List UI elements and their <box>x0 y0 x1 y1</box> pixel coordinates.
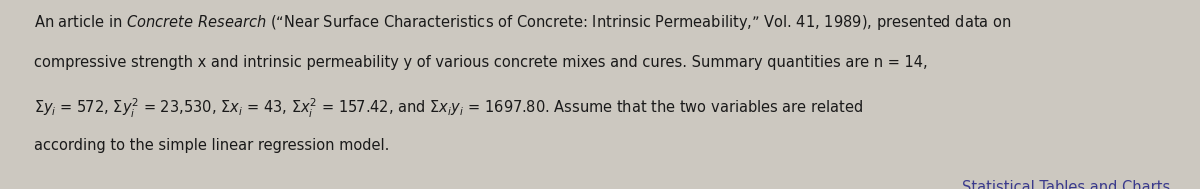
Text: compressive strength x and intrinsic permeability y of various concrete mixes an: compressive strength x and intrinsic per… <box>34 55 928 70</box>
Text: $\Sigma y_i$ = 572, $\Sigma y_i^2$ = 23,530, $\Sigma x_i$ = 43, $\Sigma x_i^2$ =: $\Sigma y_i$ = 572, $\Sigma y_i^2$ = 23,… <box>34 96 863 120</box>
Text: Statistical Tables and Charts: Statistical Tables and Charts <box>961 180 1170 189</box>
Text: according to the simple linear regression model.: according to the simple linear regressio… <box>34 138 389 153</box>
Text: An article in $\it{Concrete\ Research}$ (“Near Surface Characteristics of Concre: An article in $\it{Concrete\ Research}$ … <box>34 13 1012 32</box>
